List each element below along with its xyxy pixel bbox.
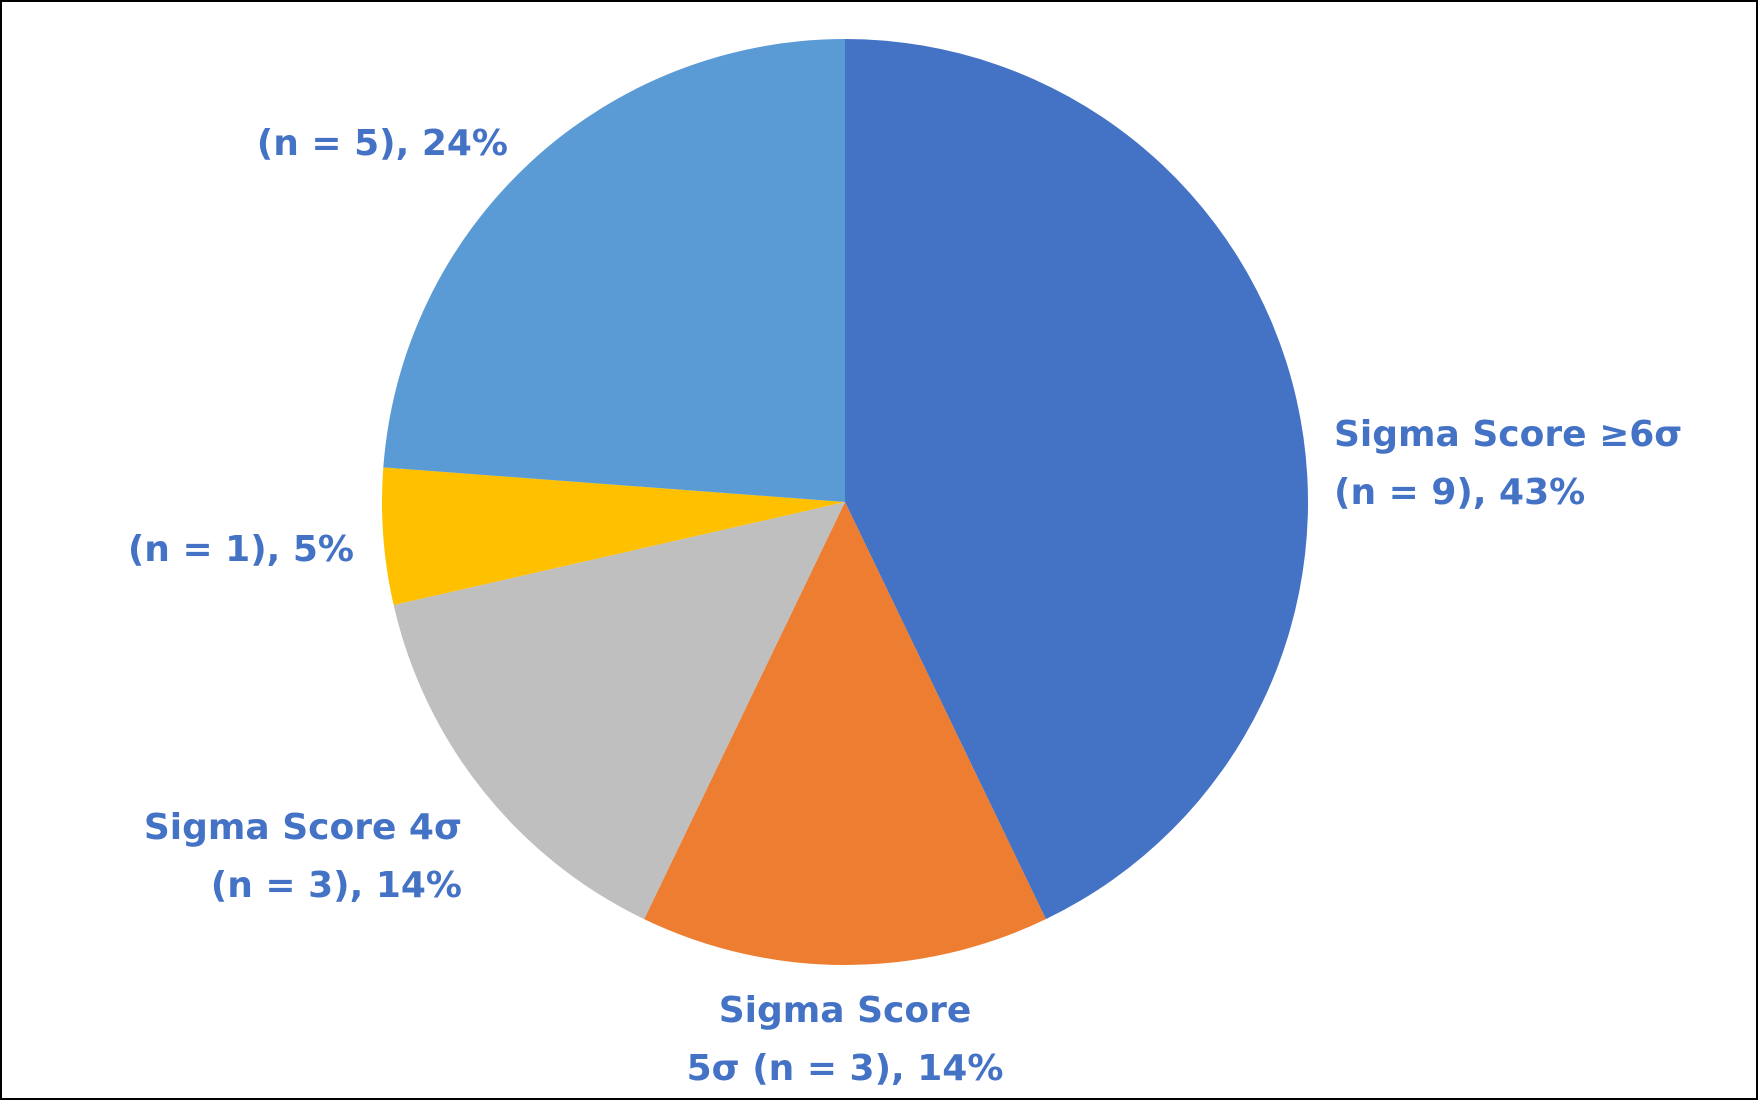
slice-label-line: (n = 1), 5%: [128, 529, 354, 570]
slice-label-line: Sigma Score: [719, 990, 972, 1031]
slice-label-line: (n = 3), 14%: [211, 865, 462, 906]
pie-labels: Sigma Score ≥6σ (n = 9), 43% Sigma Score 5σ…: [128, 123, 1682, 1089]
pie-slice-2: [644, 502, 1046, 966]
slice-label-line: (n = 5), 24%: [257, 123, 508, 164]
slice-label-4: (n = 1), 5%: [128, 529, 354, 570]
slice-label-line: (n = 9), 43%: [1334, 472, 1585, 513]
pie-slice-5: [383, 39, 845, 502]
pie-slice-1: [845, 39, 1309, 920]
pie-slices: [381, 39, 1309, 966]
slice-label-5: (n = 5), 24%: [257, 123, 508, 164]
pie-slice-4: [381, 467, 845, 606]
slice-label-1: Sigma Score ≥6σ (n = 9), 43%: [1334, 414, 1682, 513]
slice-label-line: Sigma Score 4σ: [144, 807, 462, 848]
pie-slice-3: [393, 502, 845, 920]
slice-label-3: Sigma Score 4σ (n = 3), 14%: [144, 807, 462, 906]
slice-label-line: Sigma Score ≥6σ: [1334, 414, 1682, 455]
slice-label-2: Sigma Score 5σ (n = 3), 14%: [687, 990, 1004, 1089]
slice-label-line: 5σ (n = 3), 14%: [687, 1048, 1004, 1089]
